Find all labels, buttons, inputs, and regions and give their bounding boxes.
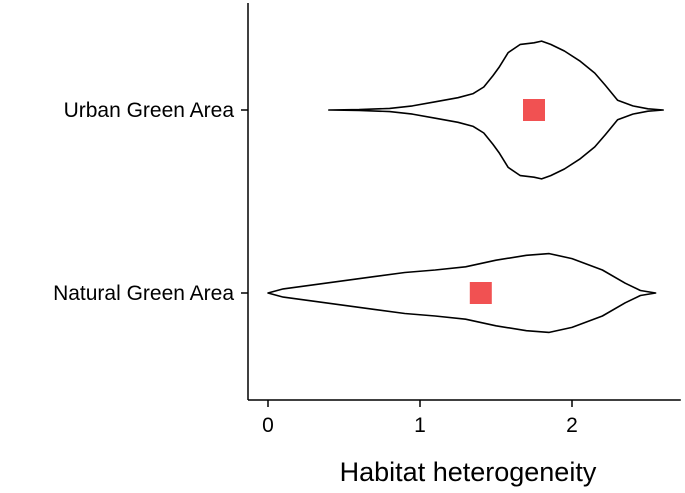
y-category-label: Natural Green Area [53,282,234,305]
y-axis-categories: Urban Green Area Natural Green Area [53,99,248,305]
violin-shape [267,252,657,334]
axes [247,3,681,401]
x-axis-title: Habitat heterogeneity [340,457,597,487]
mean-markers [469,99,545,304]
mean-marker [469,282,492,304]
mean-marker [523,99,545,121]
x-tick-label: 2 [566,414,578,437]
x-axis-ticks: 0 1 2 [262,400,578,437]
x-tick-label: 1 [414,414,426,437]
y-category-label: Urban Green Area [64,99,235,122]
violin-shape [328,40,664,180]
x-tick-label: 0 [262,414,274,437]
violins [267,40,664,334]
